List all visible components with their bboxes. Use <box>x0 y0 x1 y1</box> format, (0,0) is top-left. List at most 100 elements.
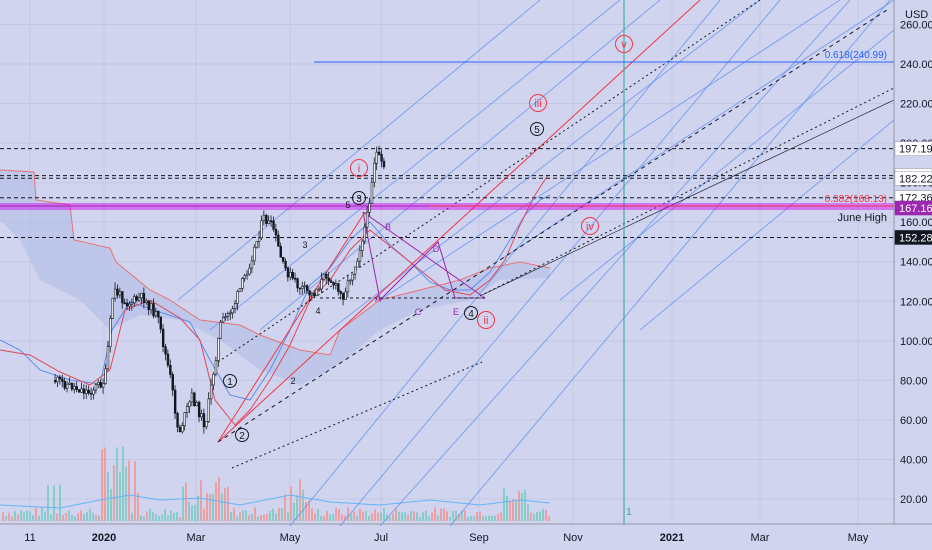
volume-bar <box>116 447 118 521</box>
candle-body <box>301 286 304 289</box>
primary-wave-circle <box>350 159 368 177</box>
candle-body <box>224 316 227 318</box>
candle-body <box>149 303 153 311</box>
candle-body <box>176 413 179 428</box>
tenkan-line <box>0 194 551 401</box>
candle-body <box>58 376 62 380</box>
primary-wave-label: i <box>358 163 360 175</box>
volume-bar <box>476 512 478 521</box>
candle-body <box>89 392 93 395</box>
volume-bar <box>485 516 487 521</box>
volume-bar <box>467 516 469 521</box>
volume-bar <box>74 516 76 521</box>
candle-body <box>193 392 196 406</box>
june-high-label: June High <box>837 212 887 224</box>
volume-bar <box>53 485 55 521</box>
volume-bar <box>92 512 94 521</box>
volume-bar <box>83 513 85 521</box>
candle-body <box>373 162 376 183</box>
candles-layer <box>53 145 386 434</box>
volume-bar <box>233 508 235 521</box>
volume-bar <box>548 516 550 521</box>
time-axis[interactable]: 11 2020 Mar May Jul Sep Nov 2021 Mar May <box>24 532 869 544</box>
volume-bar <box>464 510 466 521</box>
candle-body <box>236 291 239 304</box>
intermediate-wave-circle <box>223 374 237 388</box>
projection-label: 1 <box>626 507 632 518</box>
volume-bar <box>134 461 136 521</box>
candle-body <box>293 277 297 280</box>
volume-bar <box>227 486 229 521</box>
candle-body <box>128 303 131 307</box>
price-tag-label: 152.28 <box>899 232 932 244</box>
volume-bar <box>113 465 115 521</box>
candle-body <box>315 288 318 297</box>
volume-bar <box>374 509 376 521</box>
volume-bar <box>389 516 391 521</box>
volume-bar <box>461 511 463 521</box>
volume-bar <box>161 514 163 521</box>
volume-bar <box>149 508 151 521</box>
price-axis[interactable]: 20.00 40.00 60.00 80.00 100.00 120.00 140.00 16… <box>894 19 932 506</box>
trend-line-red <box>217 0 701 443</box>
volume-bar <box>416 512 418 521</box>
candle-body <box>104 368 107 384</box>
volume-bar <box>320 516 322 521</box>
pitchfork-line <box>379 0 851 527</box>
candle-body <box>363 226 366 242</box>
candle-body <box>97 382 100 385</box>
volume-bar <box>377 512 379 521</box>
candle-body <box>226 313 230 317</box>
volume-bar <box>185 482 187 521</box>
candle-body <box>351 273 354 281</box>
candle-body <box>178 426 182 433</box>
volume-bar <box>71 514 73 521</box>
volume-bar <box>509 501 511 521</box>
candle-body <box>171 374 174 391</box>
candle-body <box>116 288 119 296</box>
candle-body <box>310 293 314 296</box>
pitchfork-line <box>339 0 781 527</box>
candle-body <box>243 275 246 279</box>
volume-bar <box>299 479 301 521</box>
time-tick-label: May <box>848 532 869 544</box>
candle-body <box>75 386 78 390</box>
pitchfork-line <box>177 0 541 301</box>
volume-bar <box>494 515 496 521</box>
price-tick-label: 220.00 <box>900 99 932 111</box>
pitchfork-line <box>559 29 895 301</box>
candle-body <box>370 181 374 204</box>
price-tick-label: 60.00 <box>900 415 928 427</box>
candle-body <box>200 413 203 418</box>
candle-body <box>82 388 86 394</box>
volume-bar <box>47 485 49 521</box>
volume-bar <box>356 515 358 521</box>
trend-line-dotted-upper <box>479 87 895 297</box>
candle-body <box>308 290 311 296</box>
candle-body <box>361 240 364 251</box>
volume-bar <box>539 511 541 521</box>
volume-bar <box>131 512 133 521</box>
volume-bar <box>524 489 526 521</box>
volume-bar <box>257 516 259 521</box>
volume-bar <box>341 514 343 521</box>
candle-body <box>56 376 59 383</box>
volume-bar <box>260 515 262 521</box>
price-tick-label: 100.00 <box>900 336 932 348</box>
volume-bar <box>281 507 283 521</box>
intermediate-wave-label: 2 <box>239 431 245 442</box>
primary-wave-label: iv <box>586 221 594 233</box>
volume-bar <box>458 514 460 521</box>
ichimoku-cloud-layer <box>0 169 551 426</box>
candle-body <box>113 288 117 299</box>
candle-body <box>322 273 326 280</box>
candle-body <box>87 389 90 394</box>
intermediate-wave-label: 5 <box>534 125 540 136</box>
volume-bar <box>314 513 316 521</box>
volume-bar <box>140 515 142 521</box>
volume-bar <box>44 511 46 521</box>
volume-bar <box>152 512 154 521</box>
volume-bar <box>2 512 4 521</box>
volume-bar <box>293 502 295 521</box>
